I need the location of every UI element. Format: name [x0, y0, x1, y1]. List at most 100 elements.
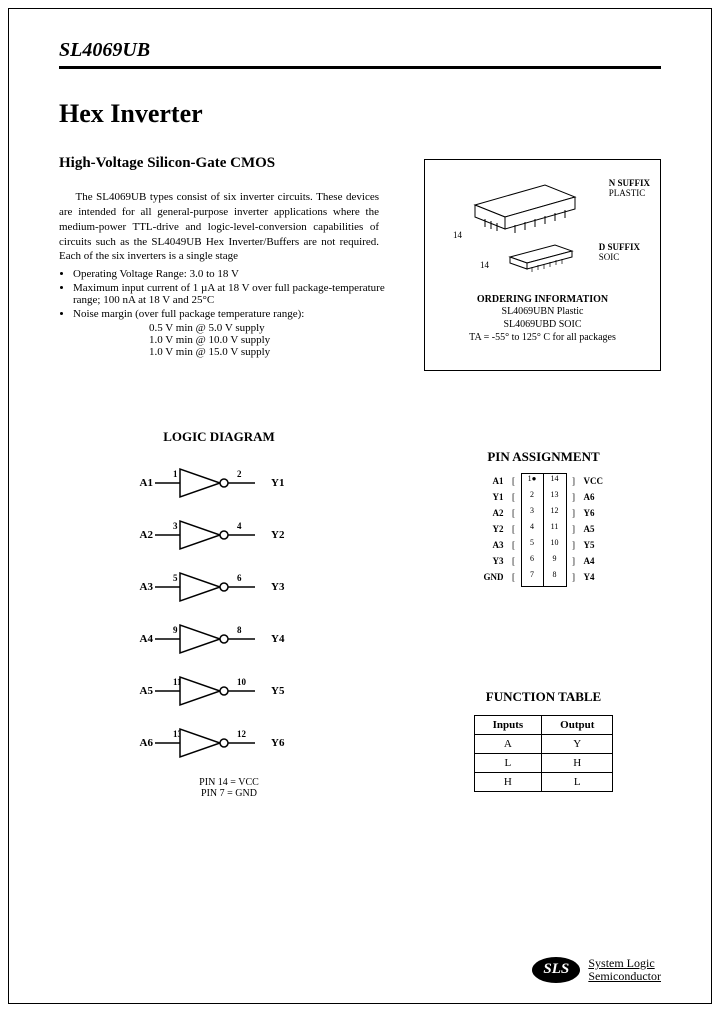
pin-number: 12: [544, 506, 566, 522]
pin-lead: [: [507, 540, 521, 550]
ordering-line: SL4069UBN Plastic: [425, 305, 660, 318]
pin-lead: [: [507, 556, 521, 566]
pin-number: 3: [522, 506, 544, 522]
pin-name: A5: [581, 524, 610, 534]
gate-input-label: A2: [129, 529, 153, 541]
logic-diagram-heading: LOGIC DIAGRAM: [109, 429, 329, 445]
d-suffix-label: D SUFFIX SOIC: [599, 242, 640, 262]
pin-name: A4: [581, 556, 610, 566]
pin-name: Y2: [478, 524, 507, 534]
svg-text:2: 2: [237, 469, 242, 479]
inverter-icon: 9 8: [155, 621, 265, 657]
pin-lead: ]: [567, 508, 581, 518]
gate-input-label: A5: [129, 685, 153, 697]
inverter-icon: 13 12: [155, 725, 265, 761]
gate-output-label: Y5: [271, 685, 295, 697]
pin-assignment-diagram: A1[Y1[A2[Y2[A3[Y3[GND[ 1●142133124115106…: [426, 473, 661, 587]
pin-14-label: 14: [480, 260, 489, 270]
pin-lead: [: [507, 476, 521, 486]
gate-output-label: Y3: [271, 581, 295, 593]
pin-number: 4: [522, 522, 544, 538]
table-header: Inputs: [474, 716, 542, 735]
gate-output-label: Y2: [271, 529, 295, 541]
gate-output-label: Y4: [271, 633, 295, 645]
sls-logo-icon: SLS: [532, 957, 580, 983]
pin-name: Y4: [581, 572, 610, 582]
ordering-box: N SUFFIX PLASTIC D SUFFIX SOIC 14 14 ORD…: [424, 159, 661, 371]
table-header: Output: [542, 716, 613, 735]
pin-assignment-section: PIN ASSIGNMENT A1[Y1[A2[Y2[A3[Y3[GND[ 1●…: [426, 449, 661, 587]
table-cell: H: [474, 773, 542, 792]
inverter-gate: A6 13 12 Y6: [129, 725, 329, 761]
pin-note: PIN 7 = GND: [129, 788, 329, 799]
pin-lead: ]: [567, 492, 581, 502]
svg-text:9: 9: [173, 625, 178, 635]
function-table-heading: FUNCTION TABLE: [426, 689, 661, 705]
svg-text:4: 4: [237, 521, 242, 531]
footer-company: System Logic Semiconductor: [588, 957, 661, 983]
table-cell: L: [542, 773, 613, 792]
gate-output-label: Y1: [271, 477, 295, 489]
pin-lead: [: [507, 508, 521, 518]
pin-name: Y6: [581, 508, 610, 518]
pin-number: 13: [544, 490, 566, 506]
pin-number: 9: [544, 554, 566, 570]
pin-number: 11: [544, 522, 566, 538]
pin-lead: ]: [567, 476, 581, 486]
gate-input-label: A6: [129, 737, 153, 749]
description-paragraph: The SL4069UB types consist of six invert…: [59, 190, 379, 264]
pin-number: 14: [544, 474, 566, 490]
pin-name: Y5: [581, 540, 610, 550]
svg-text:12: 12: [237, 729, 247, 739]
pin-name: Y3: [478, 556, 507, 566]
datasheet-page: SL4069UB Hex Inverter High-Voltage Silic…: [8, 8, 712, 1004]
pin-name: A3: [478, 540, 507, 550]
inverter-gate: A5 11 10 Y5: [129, 673, 329, 709]
svg-text:8: 8: [237, 625, 242, 635]
noise-margin-line: 0.5 V min @ 5.0 V supply: [59, 322, 469, 334]
pin-name: Y1: [478, 492, 507, 502]
inverter-icon: 11 10: [155, 673, 265, 709]
function-table: Inputs Output A Y L H H L: [474, 715, 614, 792]
pin-lead: ]: [567, 540, 581, 550]
part-number: SL4069UB: [59, 39, 661, 62]
feature-bullets: Operating Voltage Range: 3.0 to 18 V Max…: [59, 268, 393, 320]
inverter-gate: A4 9 8 Y4: [129, 621, 329, 657]
table-cell: Y: [542, 735, 613, 754]
bullet-item: Maximum input current of 1 µA at 18 V ov…: [73, 282, 393, 306]
pin-lead: ]: [567, 572, 581, 582]
pin-assignment-heading: PIN ASSIGNMENT: [426, 449, 661, 465]
noise-margin-line: 1.0 V min @ 10.0 V supply: [59, 334, 469, 346]
gate-output-label: Y6: [271, 737, 295, 749]
gate-input-label: A4: [129, 633, 153, 645]
pin-name: GND: [478, 572, 507, 582]
svg-text:3: 3: [173, 521, 178, 531]
pin-lead: ]: [567, 524, 581, 534]
pin-14-label: 14: [453, 230, 462, 240]
table-cell: L: [474, 754, 542, 773]
inverter-gate: A1 1 2 Y1: [129, 465, 329, 501]
footer: SLS System Logic Semiconductor: [532, 957, 661, 983]
inverter-icon: 3 4: [155, 517, 265, 553]
package-illustration: N SUFFIX PLASTIC D SUFFIX SOIC 14 14: [425, 160, 660, 290]
table-cell: H: [542, 754, 613, 773]
gate-input-label: A1: [129, 477, 153, 489]
ordering-line: SL4069UBD SOIC: [425, 318, 660, 331]
pin-number: 7: [522, 570, 544, 586]
pin-number: 6: [522, 554, 544, 570]
pin-number: 8: [544, 570, 566, 586]
n-suffix-label: N SUFFIX PLASTIC: [609, 178, 650, 198]
pin-number: 5: [522, 538, 544, 554]
svg-text:5: 5: [173, 573, 178, 583]
logic-diagram-section: LOGIC DIAGRAM A1 1 2 Y1 A2 3 4 Y2 A3 5: [129, 429, 329, 799]
svg-text:10: 10: [237, 677, 247, 687]
description-text: The SL4069UB types consist of six invert…: [59, 190, 379, 264]
pin-name: A6: [581, 492, 610, 502]
function-table-section: FUNCTION TABLE Inputs Output A Y L H H L: [426, 689, 661, 792]
inverter-icon: 5 6: [155, 569, 265, 605]
inverter-icon: 1 2: [155, 465, 265, 501]
header-rule: [59, 66, 661, 69]
pin-name: VCC: [581, 476, 610, 486]
svg-text:1: 1: [173, 469, 178, 479]
noise-margin-line: 1.0 V min @ 15.0 V supply: [59, 346, 469, 358]
